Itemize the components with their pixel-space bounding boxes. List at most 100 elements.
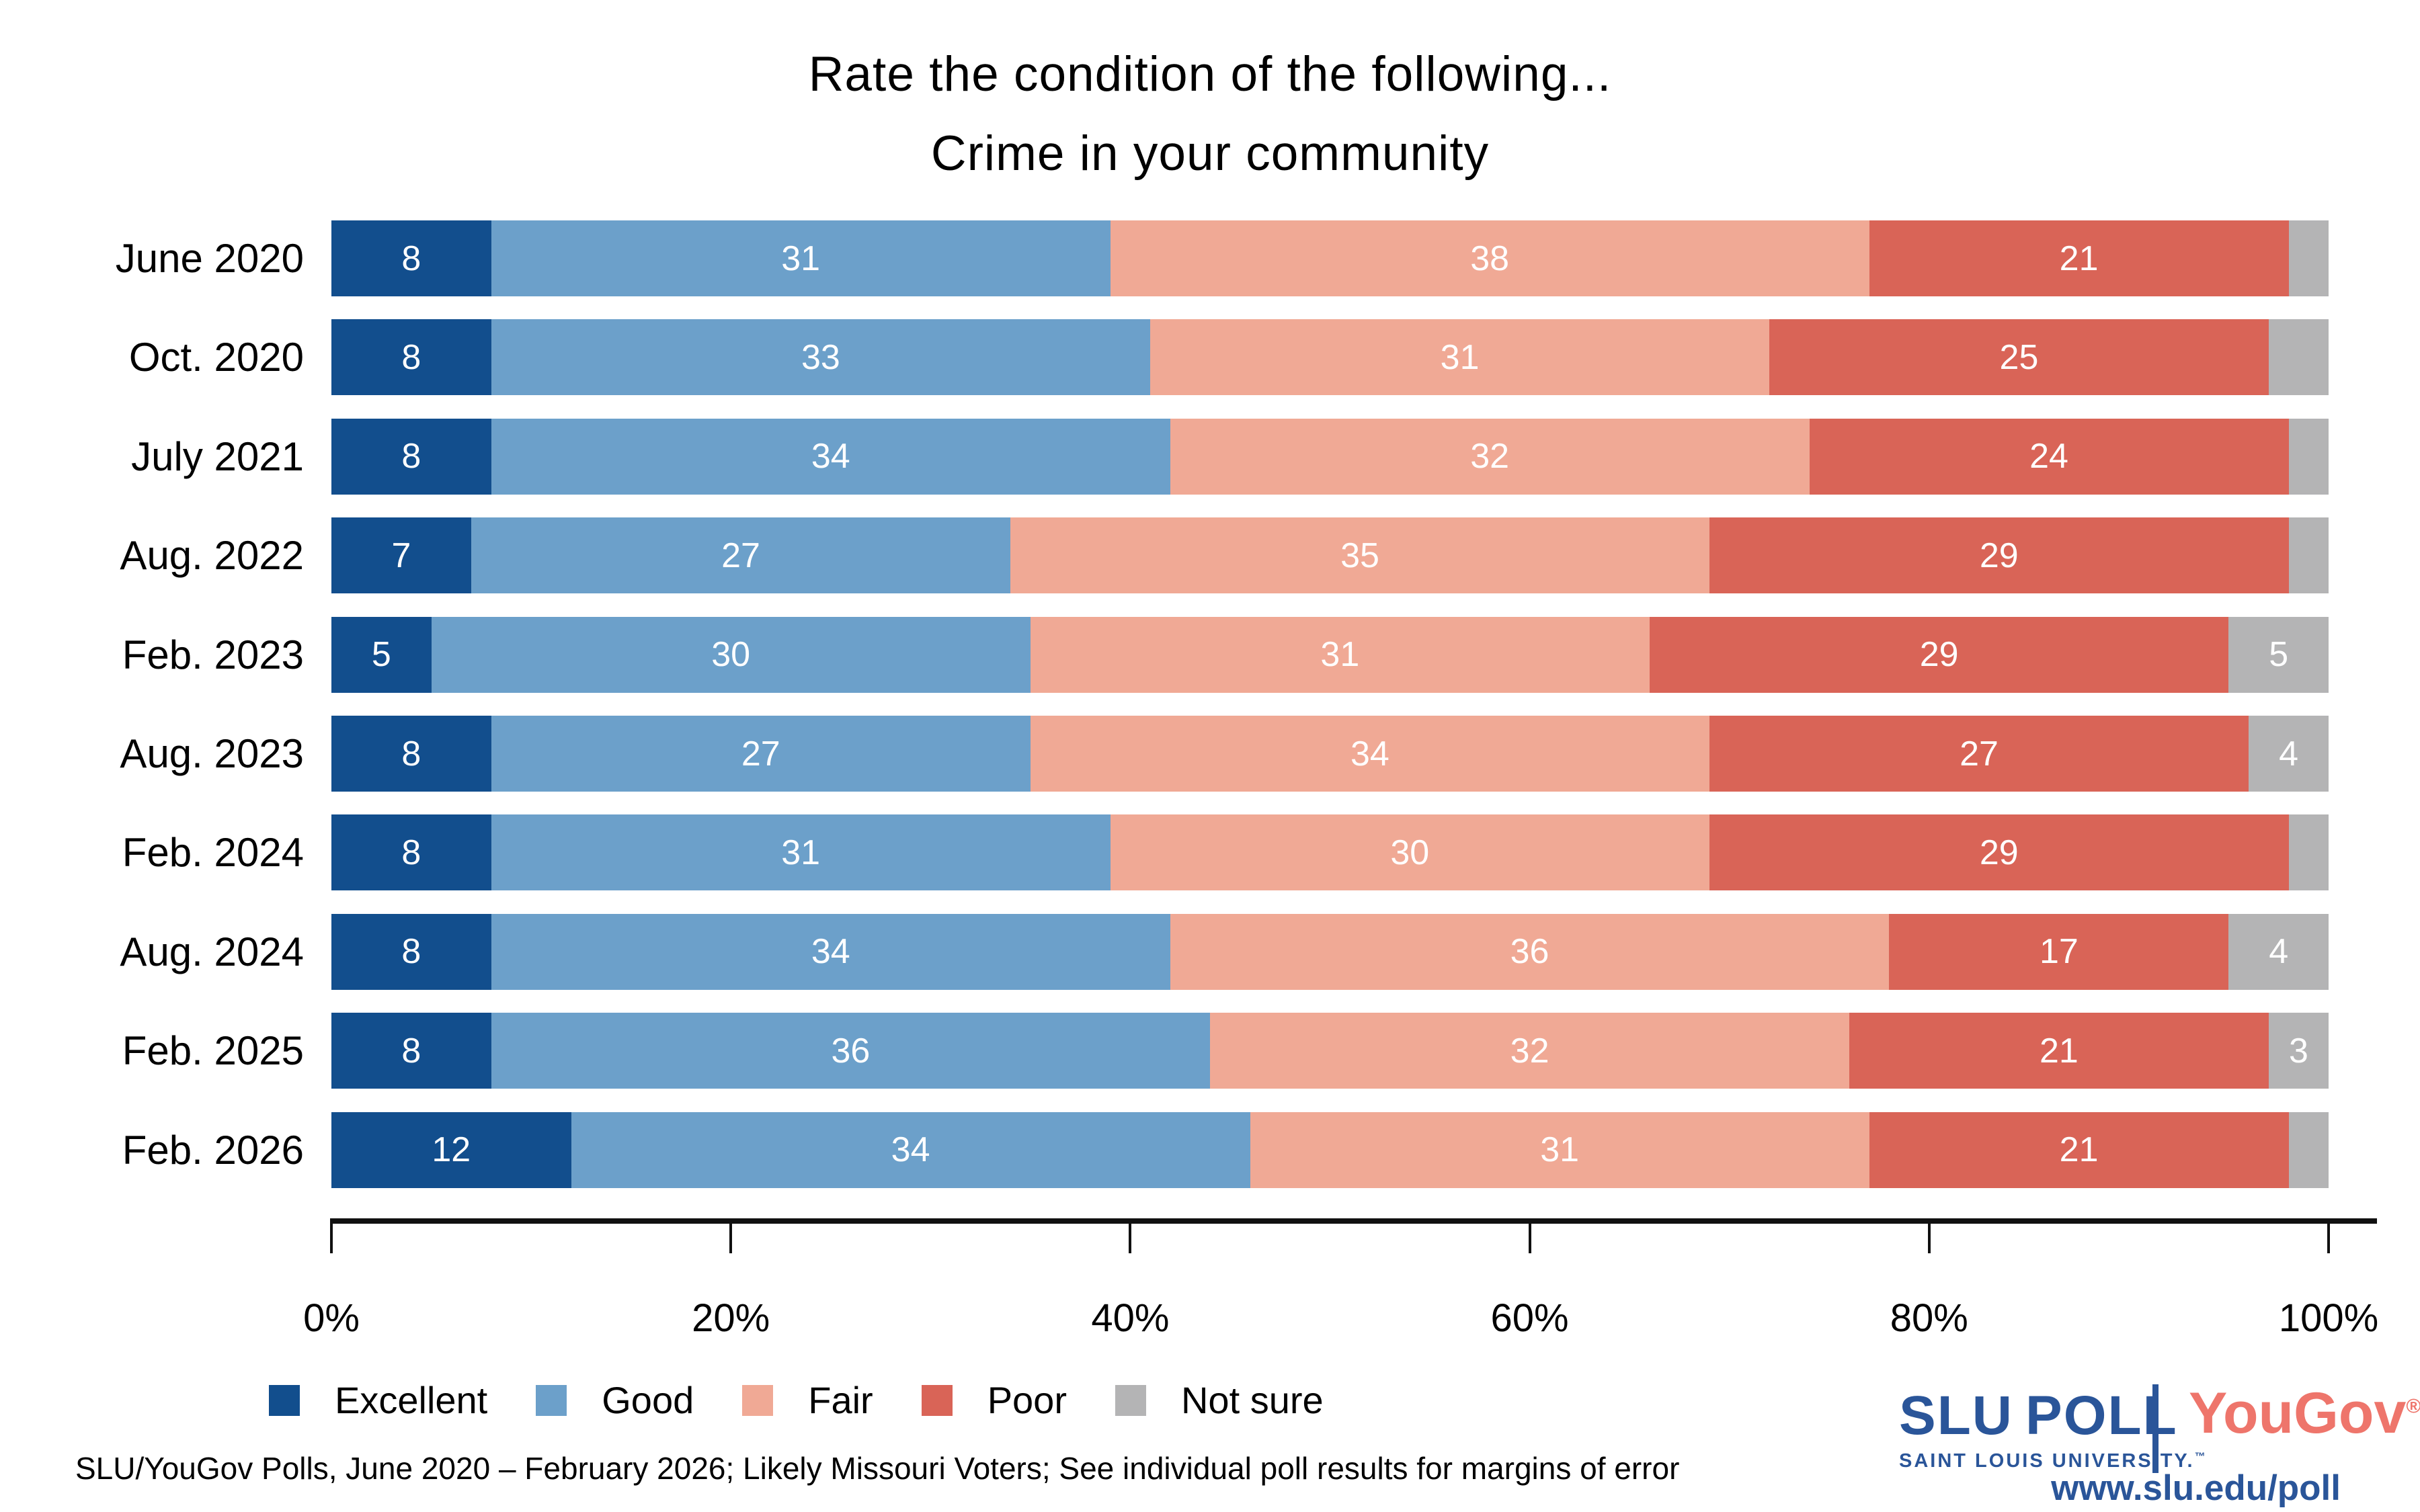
- bar-segment-value: 31: [781, 833, 821, 872]
- legend-swatch-fair: [742, 1384, 774, 1416]
- bar-segment-poor: 29: [1709, 814, 2289, 891]
- chart-title-line1: Rate the condition of the following...: [808, 47, 1612, 101]
- bar-segment-fair: 34: [1030, 716, 1709, 792]
- stacked-bar: 8 27 34 27 4: [331, 716, 2329, 792]
- bar-segment-poor: 29: [1649, 616, 2229, 693]
- category-label: Aug. 2023: [120, 731, 304, 776]
- bar-segment-fair: 31: [1030, 616, 1650, 693]
- bar-segment-value: 30: [711, 635, 751, 675]
- bar-segment-not-sure: [2268, 319, 2329, 396]
- category-label: Oct. 2020: [128, 335, 304, 380]
- bar-segment-good: 36: [491, 1013, 1211, 1089]
- bar-segment-value: 29: [1979, 536, 2019, 575]
- legend-item: Not sure: [1115, 1378, 1324, 1422]
- bar-segment-value: 34: [1350, 734, 1389, 773]
- bar-segment-value: 31: [781, 239, 821, 278]
- bar-segment-not-sure: [2288, 814, 2329, 891]
- bar-segment-good: 27: [491, 716, 1031, 792]
- bar-segment-value: 30: [1390, 833, 1430, 872]
- bar-segment-value: 25: [1999, 337, 2039, 377]
- bar-segment-excellent: 8: [331, 418, 491, 495]
- slu-poll-url: www.slu.edu/poll: [2051, 1468, 2341, 1508]
- bar-segment-value: 5: [371, 635, 391, 675]
- legend-swatch-poor: [921, 1384, 953, 1416]
- bar-segment-good: 33: [491, 319, 1151, 396]
- bar-segment-fair: 32: [1210, 1013, 1849, 1089]
- bar-segment-not-sure: [2288, 220, 2329, 296]
- bar-segment-not-sure: [2288, 1111, 2329, 1188]
- bar-segment-excellent: 8: [331, 1013, 491, 1089]
- bar-segment-value: 31: [1540, 1130, 1580, 1170]
- bar-segment-value: 5: [2269, 635, 2289, 675]
- category-label: Aug. 2024: [120, 929, 304, 974]
- category-label: Aug. 2022: [120, 533, 304, 579]
- bar-segment-excellent: 8: [331, 913, 491, 990]
- logo-divider: [2152, 1384, 2159, 1473]
- bar-segment-value: 34: [811, 437, 850, 476]
- axis-tick-label: 40%: [1091, 1296, 1170, 1340]
- bar-segment-excellent: 5: [331, 616, 432, 693]
- stacked-bar: 8 31 38 21: [331, 220, 2329, 296]
- legend-label: Excellent: [335, 1379, 488, 1421]
- table-row: June 2020 8 31 38 21: [0, 220, 2420, 296]
- table-row: Oct. 2020 8 33 31 25: [0, 319, 2420, 396]
- bar-segment-value: 12: [432, 1130, 471, 1170]
- bar-segment-not-sure: 4: [2249, 716, 2329, 792]
- bar-segment-poor: 24: [1809, 418, 2289, 495]
- bar-segment-poor: 17: [1889, 913, 2229, 990]
- table-row: Feb. 2024 8 31 30 29: [0, 814, 2420, 891]
- legend-label: Not sure: [1180, 1379, 1324, 1421]
- bar-segment-value: 34: [891, 1130, 930, 1170]
- bar-segment-value: 27: [721, 536, 760, 575]
- bar-segment-not-sure: 5: [2228, 616, 2329, 693]
- bar-segment-value: 4: [2279, 734, 2298, 773]
- bar-segment-poor: 27: [1709, 716, 2249, 792]
- bar-segment-value: 21: [2059, 1130, 2099, 1170]
- stacked-bar: 8 33 31 25: [331, 319, 2329, 396]
- axis-tick: [330, 1218, 333, 1253]
- table-row: Feb. 2025 8 36 32 21 3: [0, 1013, 2420, 1089]
- stacked-bar: 8 34 32 24: [331, 418, 2329, 495]
- bar-segment-value: 8: [401, 932, 421, 972]
- bar-segment-excellent: 8: [331, 814, 491, 891]
- bar-segment-value: 31: [1440, 337, 1480, 377]
- axis-tick-label: 20%: [692, 1296, 770, 1340]
- bar-segment-fair: 30: [1110, 814, 1709, 891]
- axis-tick-label: 0%: [303, 1296, 360, 1340]
- bar-segment-value: 17: [2039, 932, 2079, 972]
- legend-label: Good: [602, 1379, 694, 1421]
- bar-segment-value: 8: [401, 437, 421, 476]
- chart-title-line2: Crime in your community: [930, 126, 1490, 181]
- legend-label: Fair: [808, 1379, 873, 1421]
- bar-segment-fair: 38: [1110, 220, 1869, 296]
- bar-segment-value: 36: [831, 1031, 871, 1070]
- trademark-symbol: ™: [2194, 1451, 2208, 1463]
- bar-segment-good: 31: [491, 220, 1111, 296]
- bar-segment-value: 8: [401, 337, 421, 377]
- bar-segment-excellent: 8: [331, 319, 491, 396]
- stacked-bar: 5 30 31 29 5: [331, 616, 2329, 693]
- bar-segment-value: 27: [1960, 734, 1999, 773]
- category-label: Feb. 2024: [122, 830, 304, 876]
- bar-segment-value: 36: [1510, 932, 1549, 972]
- axis-tick: [1528, 1218, 1531, 1253]
- legend-swatch-good: [536, 1384, 567, 1416]
- bar-segment-poor: 29: [1709, 517, 2289, 594]
- bar-segment-value: 7: [391, 536, 411, 575]
- bar-segment-value: 24: [2029, 437, 2068, 476]
- bar-segment-value: 34: [811, 932, 850, 972]
- bar-segment-fair: 36: [1170, 913, 1890, 990]
- bar-segment-excellent: 12: [331, 1111, 571, 1188]
- bar-segment-good: 34: [571, 1111, 1250, 1188]
- legend: Excellent Good Fair Poor Not sure: [269, 1378, 1324, 1422]
- bar-segment-value: 8: [401, 734, 421, 773]
- bar-segment-value: 33: [801, 337, 840, 377]
- table-row: Aug. 2023 8 27 34 27 4: [0, 716, 2420, 792]
- stacked-bar: 8 31 30 29: [331, 814, 2329, 891]
- bar-segment-excellent: 8: [331, 220, 491, 296]
- bar-segment-value: 21: [2059, 239, 2099, 278]
- legend-item: Fair: [742, 1378, 873, 1422]
- legend-item: Good: [536, 1378, 694, 1422]
- slu-word: SLU: [1899, 1385, 2013, 1446]
